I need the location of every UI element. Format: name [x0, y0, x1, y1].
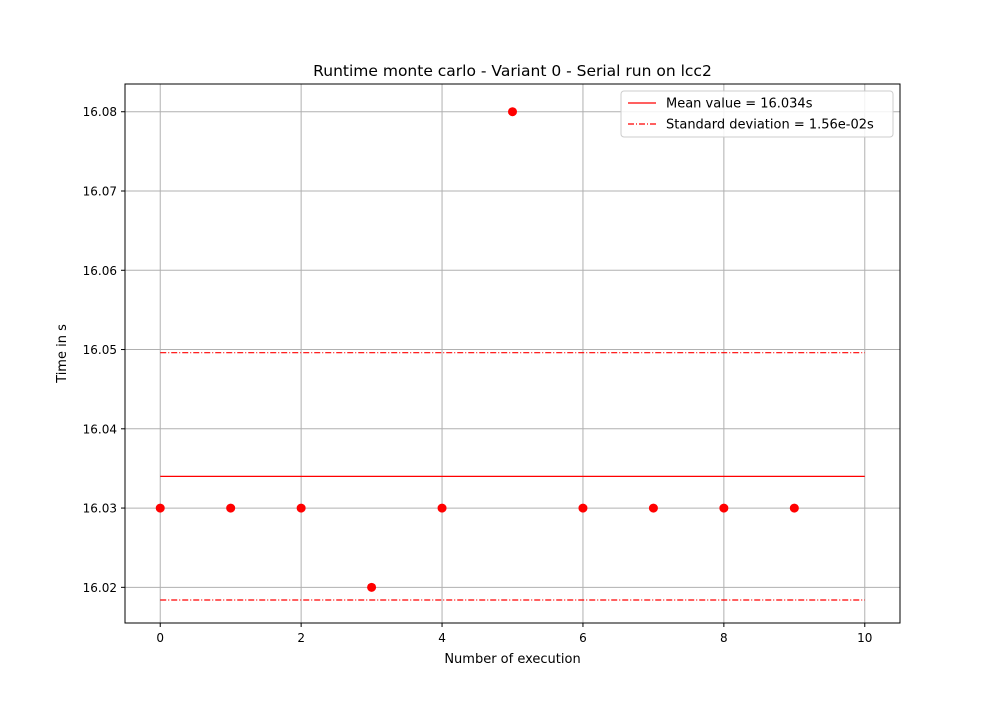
data-point [296, 503, 306, 513]
data-point [226, 503, 236, 513]
data-point [648, 503, 658, 513]
data-point [508, 107, 517, 117]
chart-title: Runtime monte carlo - Variant 0 - Serial… [313, 62, 712, 80]
y-axis-label: Time in s [55, 324, 70, 384]
y-tick-label: 16.08 [83, 105, 117, 119]
data-point [578, 503, 588, 513]
y-tick-label: 16.05 [83, 343, 117, 357]
grid-layer [125, 84, 900, 623]
legend: Mean value = 16.034s Standard deviation … [620, 90, 894, 138]
plot-frame [124, 83, 901, 624]
data-point [789, 503, 799, 513]
x-tick-label: 6 [579, 631, 587, 645]
x-tick-label: 4 [438, 631, 446, 645]
data-point [367, 582, 377, 592]
x-tick-label: 0 [156, 631, 164, 645]
data-point [437, 503, 447, 513]
y-tick-label: 16.04 [83, 422, 117, 436]
lines-layer [160, 352, 865, 601]
legend-label-mean: Mean value = 16.034s [666, 97, 813, 112]
x-axis-label: Number of execution [444, 652, 580, 667]
legend-label-std: Standard deviation = 1.56e-02s [666, 118, 874, 133]
x-tick-label: 10 [857, 631, 872, 645]
y-tick-label: 16.02 [83, 581, 117, 595]
x-tick-label: 8 [720, 631, 728, 645]
y-tick-label: 16.03 [83, 502, 117, 516]
y-tick-label: 16.06 [83, 264, 117, 278]
data-point [155, 503, 165, 513]
points-layer [155, 107, 799, 592]
legend-box [620, 90, 894, 138]
y-tick-label: 16.07 [83, 185, 117, 199]
x-tick-label: 2 [297, 631, 305, 645]
data-point [719, 503, 729, 513]
ticks-layer: 0 2 4 6 8 10 16.02 16.03 16.04 16.05 16.06 16.07 16.… [83, 105, 873, 645]
